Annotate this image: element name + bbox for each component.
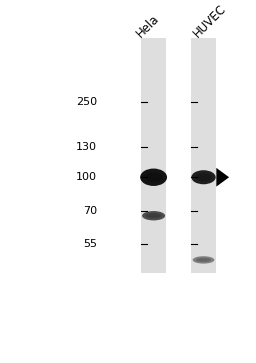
Text: Hela: Hela xyxy=(134,12,162,40)
Ellipse shape xyxy=(145,213,162,218)
Ellipse shape xyxy=(193,256,215,264)
Text: 130: 130 xyxy=(76,142,97,152)
Text: 55: 55 xyxy=(83,239,97,249)
Text: HUVEC: HUVEC xyxy=(190,2,229,40)
Text: 250: 250 xyxy=(76,97,97,107)
Ellipse shape xyxy=(144,172,163,182)
Polygon shape xyxy=(216,168,229,187)
Ellipse shape xyxy=(195,174,212,181)
Ellipse shape xyxy=(140,168,167,186)
Bar xyxy=(141,38,166,273)
Ellipse shape xyxy=(142,211,165,220)
Bar xyxy=(191,38,216,273)
Ellipse shape xyxy=(191,170,216,184)
Ellipse shape xyxy=(196,258,211,262)
Text: 70: 70 xyxy=(83,206,97,216)
Text: 100: 100 xyxy=(76,172,97,182)
